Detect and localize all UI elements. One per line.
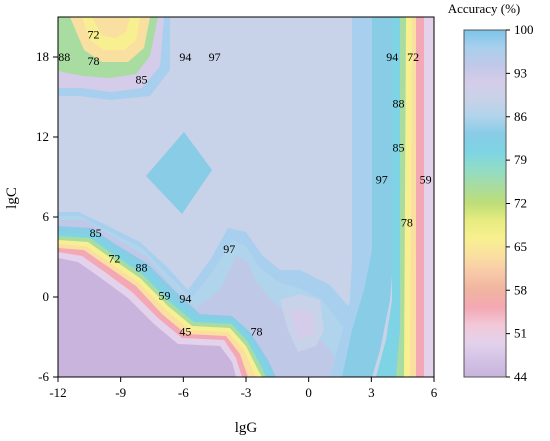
contour-label: 88	[392, 97, 404, 111]
x-tick-label: -6	[178, 385, 189, 400]
contour-label: 85	[136, 73, 148, 87]
contour-label: 85	[90, 226, 102, 240]
y-axis-title: lgC	[4, 187, 20, 209]
contour-labels: 88 72 78 85 94 97 94 72 88 85 97 59 78 85 97 72 88 59 94 45…	[58, 27, 431, 338]
colorbar-title: Accuracy (%)	[448, 1, 521, 16]
contour-island-diamond	[146, 132, 212, 214]
colorbar-tick-label: 58	[514, 282, 527, 297]
x-axis-title: lgG	[235, 420, 258, 436]
colorbar-gradient	[463, 29, 507, 378]
y-tick-label: -6	[38, 369, 49, 384]
x-tick-label: -3	[241, 385, 252, 400]
contour-label: 97	[209, 50, 221, 64]
plot-area	[58, 17, 434, 377]
colorbar-tick-label: 100	[514, 22, 534, 37]
colorbar-ticks: 44 51 58 65 72 79 86 93 100	[506, 22, 534, 384]
contour-right-band-2	[342, 17, 394, 377]
colorbar-tick-label: 79	[514, 152, 527, 167]
colorbar-tick-label: 93	[514, 65, 527, 80]
contour-label: 85	[392, 141, 404, 155]
x-tick-label: 3	[368, 385, 375, 400]
contour-right-band-8	[424, 17, 434, 377]
y-tick-label: 18	[36, 49, 49, 64]
contour-right-band-1	[330, 17, 372, 377]
colorbar: Accuracy (%) 44 51 58 65 72 79 86 93 100	[448, 1, 534, 384]
colorbar-tick-label: 72	[514, 196, 527, 211]
contour-band-11	[58, 258, 236, 377]
contour-right-band-7	[416, 17, 426, 377]
contour-label: 45	[179, 325, 191, 339]
contour-label: 72	[88, 27, 100, 41]
contour-island-low-center-inner	[290, 308, 314, 340]
x-tick-label: 0	[305, 385, 312, 400]
contour-label: 88	[136, 261, 148, 275]
contour-top-band-6	[92, 17, 130, 38]
contour-label: 78	[401, 215, 413, 229]
contour-label: 78	[88, 54, 100, 68]
contour-right-band-3	[376, 17, 402, 377]
x-tick-label: -12	[49, 385, 66, 400]
contour-label: 72	[407, 50, 419, 64]
contour-label: 97	[223, 242, 235, 256]
contour-label: 88	[58, 50, 70, 64]
contour-label: 94	[179, 291, 191, 305]
colorbar-tick-label: 86	[514, 109, 528, 124]
contour-label: 94	[386, 50, 398, 64]
y-tick-label: 12	[36, 129, 49, 144]
y-axis: -6 0 6 12 18	[36, 49, 58, 384]
colorbar-tick-label: 44	[514, 369, 528, 384]
y-tick-label: 6	[43, 209, 50, 224]
x-tick-label: -9	[115, 385, 126, 400]
colorbar-tick-label: 51	[514, 326, 527, 341]
contour-label: 72	[108, 251, 120, 265]
contour-label: 78	[250, 325, 262, 339]
contour-label: 59	[420, 173, 432, 187]
x-axis: -12 -9 -6 -3 0 3 6	[49, 377, 438, 400]
contour-label: 97	[376, 173, 388, 187]
x-tick-label: 6	[431, 385, 438, 400]
contour-label: 59	[159, 289, 171, 303]
colorbar-tick-label: 65	[514, 239, 527, 254]
y-tick-label: 0	[43, 289, 50, 304]
contour-label: 94	[179, 50, 191, 64]
